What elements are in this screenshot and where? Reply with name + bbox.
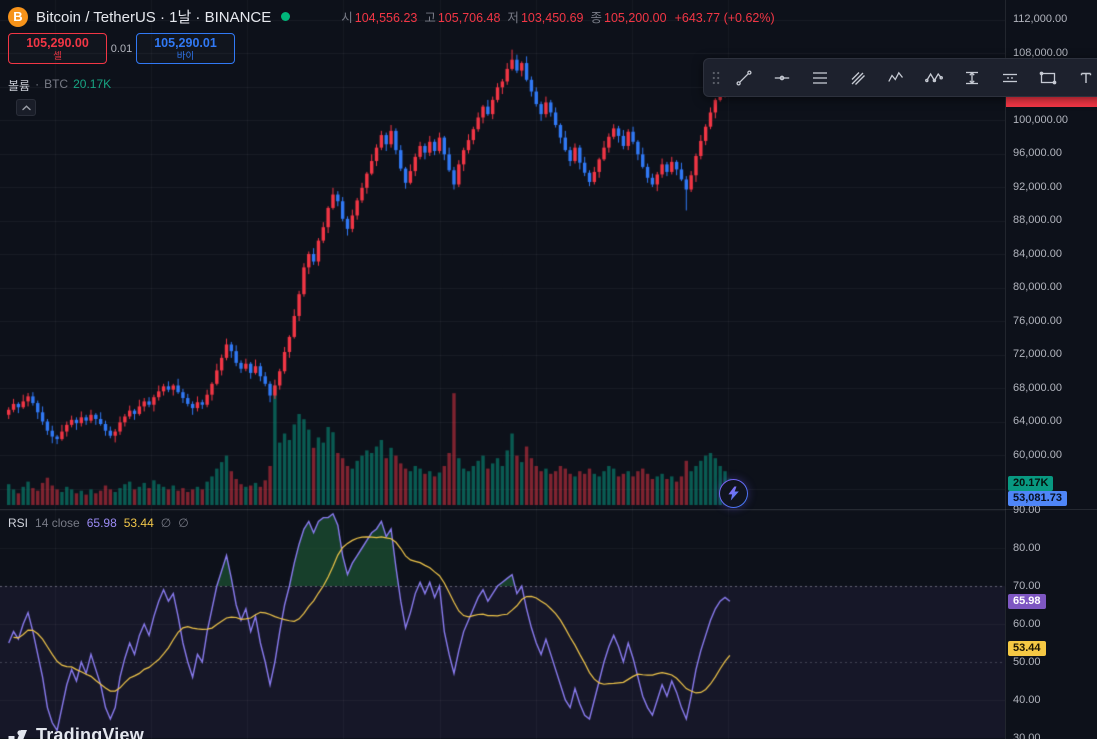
- rsi-axis-label: 70.00: [1013, 579, 1041, 592]
- fib-retracement-icon: [813, 71, 827, 84]
- price-range-tool-button[interactable]: [953, 62, 991, 93]
- chart-canvas[interactable]: [0, 0, 1005, 739]
- ohlc-readout: 시 104,556.23 고 105,706.48 저 103,450.69 종…: [334, 7, 774, 26]
- tradingview-logo-text: TradingView: [36, 725, 144, 739]
- toolbar-drag-handle[interactable]: [708, 62, 724, 93]
- volume-value-badge: 20.17K: [1008, 476, 1054, 491]
- price-axis-label: 64,000.00: [1013, 415, 1062, 427]
- sell-price: 105,290.00: [26, 35, 89, 50]
- rectangle-icon: [1039, 71, 1057, 84]
- open-label: 시: [341, 11, 353, 25]
- tradingview-mark-icon: [8, 729, 27, 739]
- volume-legend-separator: ·: [35, 77, 40, 91]
- price-axis-label: 96,000.00: [1013, 147, 1062, 159]
- drawing-toolbar: [703, 58, 1097, 97]
- parallel-channel-icon: [1003, 73, 1017, 82]
- rsi-legend-ma-value: 53.44: [123, 516, 154, 530]
- xabcd-pattern-icon: [925, 72, 943, 82]
- price-axis-label: 108,000.00: [1013, 46, 1069, 59]
- price-axis-label: 80,000.00: [1013, 281, 1062, 293]
- volume-ma-value-badge: 53,081.73: [1008, 491, 1067, 506]
- tradingview-logo[interactable]: TradingView: [8, 725, 144, 739]
- rsi-legend: RSI 14 close 65.98 53.44 ∅ ∅: [8, 516, 189, 530]
- bitcoin-icon: B: [8, 6, 28, 27]
- spread-value[interactable]: 0.01: [110, 42, 133, 55]
- price-axis-label: 76,000.00: [1013, 314, 1062, 327]
- price-axis-label: 60,000.00: [1013, 448, 1062, 461]
- volume-legend-title: 볼륨: [8, 79, 31, 93]
- trend-line-tool-button[interactable]: [725, 62, 763, 93]
- buy-button[interactable]: 105,290.01 바이: [136, 33, 235, 64]
- parallel-channel-tool-button[interactable]: [991, 62, 1029, 93]
- high-label: 고: [424, 11, 436, 25]
- fib-retracement-tool-button[interactable]: [801, 62, 839, 93]
- market-status-icon[interactable]: [281, 12, 291, 21]
- rsi-legend-title: RSI: [8, 516, 29, 530]
- lightning-bolt-icon: [728, 486, 739, 501]
- rectangle-tool-button[interactable]: [1029, 62, 1067, 93]
- price-axis-label: 92,000.00: [1013, 180, 1062, 193]
- rsi-value-badge: 65.98: [1008, 593, 1046, 609]
- text-tool-icon: [1080, 72, 1092, 83]
- symbol-title[interactable]: Bitcoin / TetherUS · 1날 · BINANCE: [36, 9, 272, 26]
- low-label: 저: [507, 11, 519, 25]
- close-label: 종: [590, 11, 603, 25]
- pane-collapse-button[interactable]: [16, 99, 36, 116]
- rsi-null-icon[interactable]: ∅: [178, 516, 189, 530]
- rsi-axis-label: 90.00: [1013, 503, 1041, 516]
- sell-label: 셀: [53, 50, 62, 62]
- trend-line-icon: [736, 69, 752, 86]
- price-axis-label: 72,000.00: [1013, 348, 1062, 360]
- drag-dots-icon: [712, 71, 720, 84]
- high-value: 105,706.48: [437, 11, 501, 25]
- horizontal-line-tool-button[interactable]: [763, 62, 801, 93]
- rsi-legend-params: 14 close: [35, 516, 80, 530]
- volume-legend-value: 20.17K: [73, 77, 112, 91]
- xabcd-pattern-tool-button[interactable]: [915, 62, 953, 93]
- text-tool-button[interactable]: [1067, 62, 1097, 93]
- price-axis-label: 100,000.00: [1013, 113, 1069, 126]
- sell-button[interactable]: 105,290.00 셀: [8, 33, 107, 64]
- price-axis-label: 112,000.00: [1013, 13, 1068, 25]
- elliott-wave-icon: [888, 71, 904, 82]
- chevron-up-icon: [21, 104, 31, 110]
- elliott-wave-tool-button[interactable]: [877, 62, 915, 93]
- volume-legend-unit: BTC: [44, 77, 69, 91]
- buy-price: 105,290.01: [154, 35, 217, 50]
- rsi-legend-value: 65.98: [86, 516, 117, 530]
- price-axis-label: 84,000.00: [1013, 247, 1062, 260]
- price-axis-label: 68,000.00: [1013, 381, 1062, 394]
- pitchfork-tool-button[interactable]: [839, 62, 877, 93]
- symbol-legend: B Bitcoin / TetherUS · 1날 · BINANCE 시 10…: [8, 6, 775, 27]
- rsi-axis-label: 40.00: [1013, 693, 1041, 706]
- close-value: 105,200.00: [604, 11, 667, 25]
- rsi-axis-label: 60.00: [1013, 617, 1041, 630]
- quick-trade-lightning-button[interactable]: [719, 479, 748, 508]
- pitchfork-icon: [851, 71, 865, 85]
- price-range-icon: [966, 71, 978, 84]
- low-value: 103,450.69: [520, 11, 584, 25]
- rsi-ma-value-badge: 53.44: [1008, 641, 1046, 657]
- buy-label: 바이: [176, 50, 195, 62]
- horizontal-line-icon: [774, 75, 790, 80]
- volume-legend: 볼륨 · BTC 20.17K: [8, 77, 111, 94]
- rsi-axis-label: 80.00: [1013, 541, 1041, 554]
- rsi-axis-label: 50.00: [1013, 655, 1041, 668]
- trade-widget: 105,290.00 셀 0.01 105,290.01 바이: [8, 33, 235, 64]
- rsi-axis-label: 30.00: [1013, 731, 1041, 739]
- change-value: +643.77 (+0.62%): [674, 11, 775, 25]
- price-axis[interactable]: 112,000.00 108,000.00 100,000.00 96,000.00 9…: [1005, 0, 1097, 739]
- open-value: 104,556.23: [354, 11, 418, 25]
- pane-separator[interactable]: [0, 509, 1097, 510]
- price-axis-label: 88,000.00: [1013, 214, 1062, 226]
- rsi-null-icon[interactable]: ∅: [160, 516, 172, 530]
